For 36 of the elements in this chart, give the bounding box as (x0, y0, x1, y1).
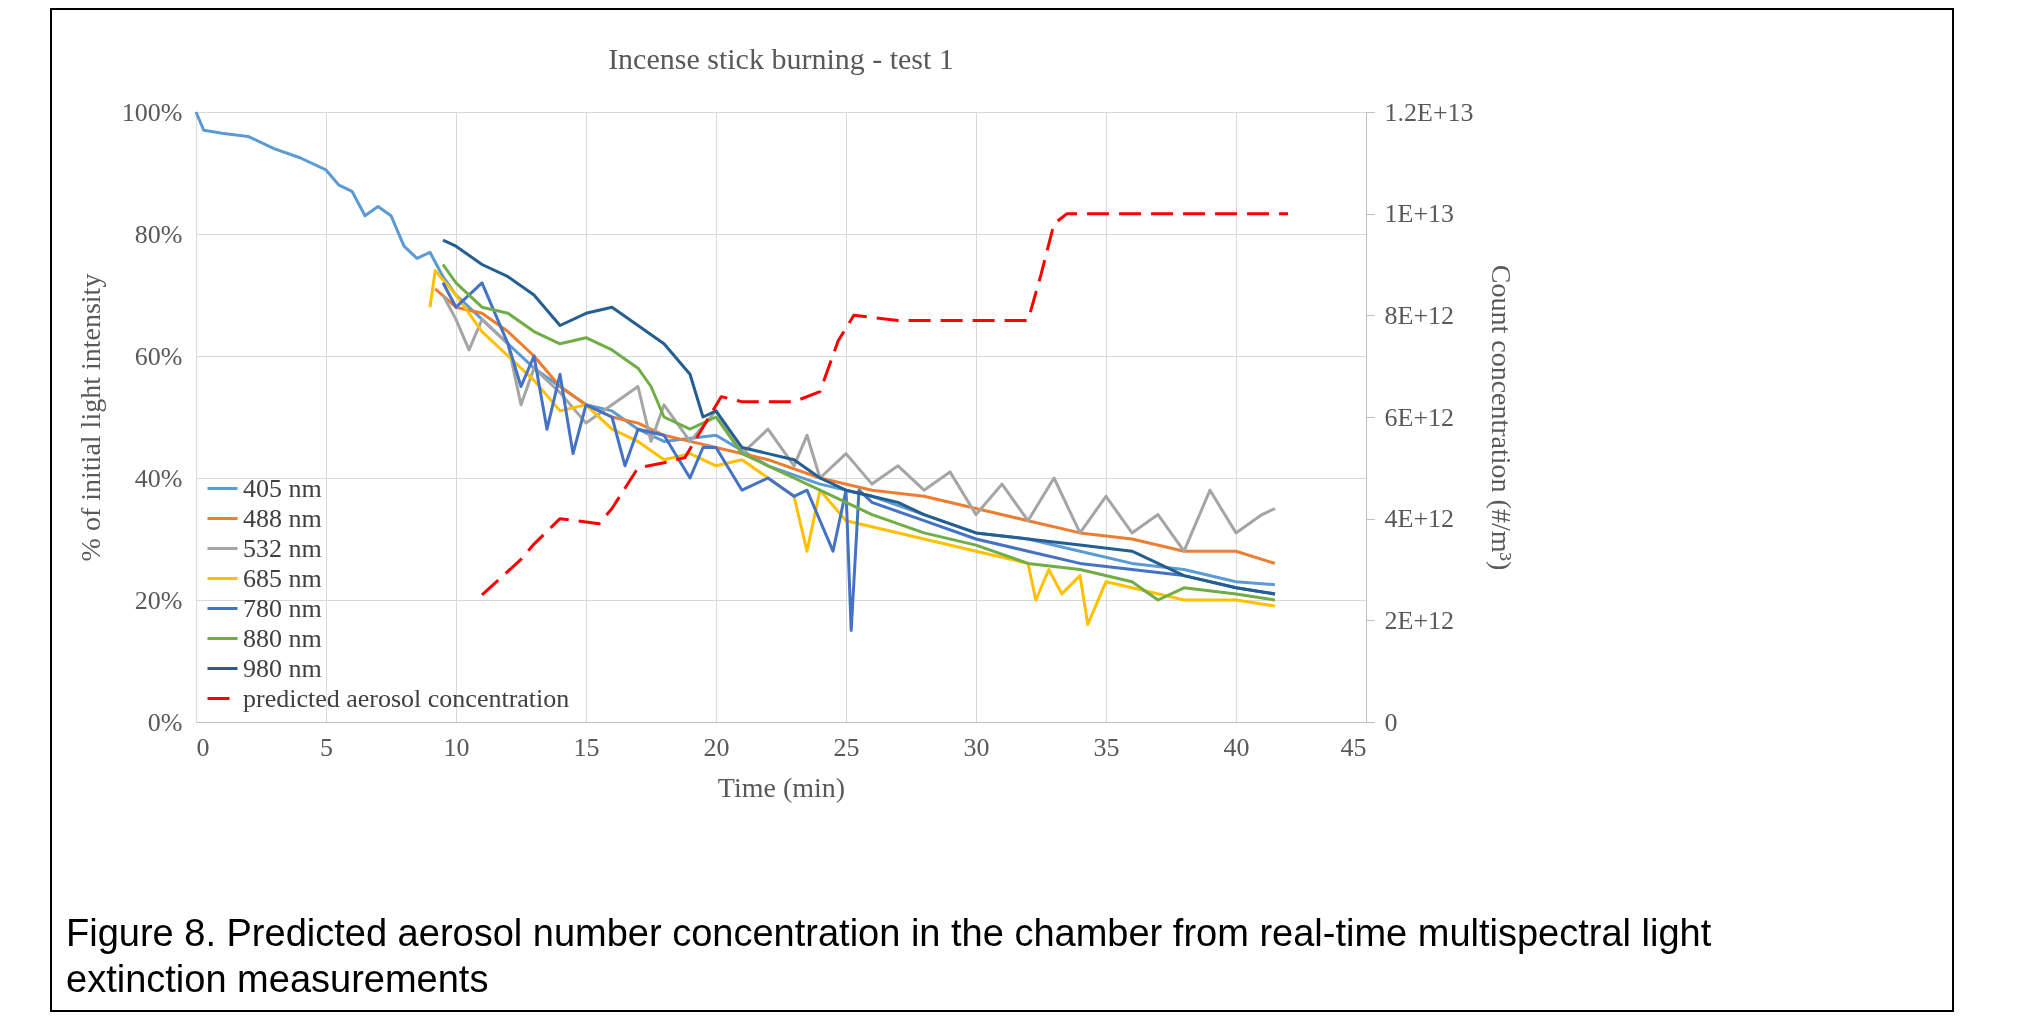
x-tick-label: 25 (833, 732, 860, 762)
y-tick-label: 0% (147, 707, 183, 737)
legend-label: 980 nm (243, 653, 322, 683)
y2-tick-label: 1E+13 (1384, 199, 1455, 229)
legend-label: 488 nm (243, 503, 322, 533)
legend-label: 780 nm (243, 593, 322, 623)
caption: Figure 8. Predicted aerosol number concentration in the chamber from real-time multispectral light extinction measurements (66, 911, 1713, 1002)
y2-tick-label: 1.2E+13 (1384, 97, 1474, 127)
legend-label: 880 nm (243, 623, 322, 653)
y-tick-label: 100% (121, 97, 183, 127)
x-tick-label: 40 (1223, 732, 1250, 762)
x-tick-label: 20 (703, 732, 730, 762)
legend-label: 532 nm (243, 533, 322, 563)
y-tick-label: 20% (134, 585, 183, 615)
x-tick-label: 0 (196, 732, 210, 762)
chart-title: Incense stick burning - test 1 (608, 42, 954, 75)
y-tick-label: 80% (134, 219, 183, 249)
y-tick-label: 60% (134, 341, 183, 371)
y-tick-label: 40% (134, 463, 183, 493)
legend-label: 685 nm (243, 563, 322, 593)
x-tick-label: 10 (443, 732, 470, 762)
x-tick-label: 15 (573, 732, 600, 762)
y2-tick-label: 2E+12 (1384, 605, 1455, 635)
y2-axis-title: Count concentration (#/m³) (1485, 264, 1517, 571)
x-axis-title: Time (min) (717, 771, 846, 803)
y2-tick-label: 8E+12 (1384, 300, 1455, 330)
y2-tick-label: 0 (1384, 707, 1398, 737)
legend-label: 405 nm (243, 473, 322, 503)
x-tick-label: 35 (1093, 732, 1120, 762)
y2-tick-label: 4E+12 (1384, 504, 1455, 534)
x-tick-label: 45 (1340, 732, 1367, 762)
legend-label: predicted aerosol concentration (243, 683, 570, 713)
y-axis-title: % of initial light intensity (74, 273, 106, 562)
x-tick-label: 5 (320, 732, 333, 762)
y2-tick-label: 6E+12 (1384, 402, 1455, 432)
x-tick-label: 30 (963, 732, 990, 762)
